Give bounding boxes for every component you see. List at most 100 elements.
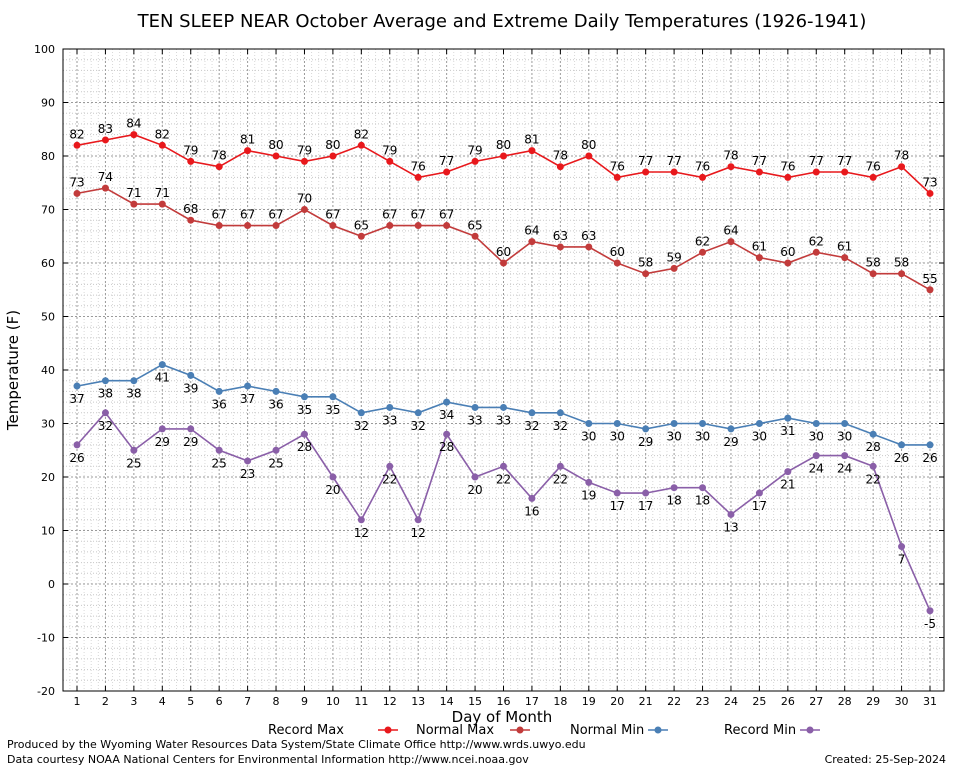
data-point — [898, 441, 906, 449]
data-label: 64 — [723, 224, 738, 238]
x-tick-label: 15 — [468, 695, 482, 708]
y-tick-label: 70 — [41, 204, 55, 217]
data-label: 78 — [553, 149, 568, 163]
data-label: 12 — [354, 526, 369, 540]
data-label: 32 — [411, 419, 426, 433]
data-label: 73 — [69, 175, 84, 189]
data-point — [244, 382, 252, 390]
data-point — [500, 152, 507, 160]
data-point — [73, 441, 81, 449]
data-label: 28 — [297, 440, 312, 454]
data-label: 21 — [780, 478, 795, 492]
data-point — [528, 494, 536, 502]
x-tick-label: 7 — [244, 695, 251, 708]
x-tick-label: 31 — [923, 695, 937, 708]
data-point — [528, 238, 536, 246]
data-label: 26 — [894, 451, 909, 465]
data-label: 30 — [666, 430, 681, 444]
data-label: 76 — [780, 159, 795, 173]
legend-swatch-marker — [654, 726, 662, 734]
data-label: 20 — [467, 483, 482, 497]
data-label: 76 — [865, 159, 880, 173]
data-point — [329, 473, 337, 481]
data-point — [585, 478, 593, 486]
data-label: 60 — [610, 245, 625, 259]
data-point — [784, 173, 792, 181]
data-label: 7 — [898, 553, 906, 567]
legend: Record Max Normal Max Normal Min Record Min — [268, 723, 820, 738]
data-point — [841, 254, 849, 262]
data-point — [130, 131, 138, 139]
data-label: 20 — [325, 483, 340, 497]
legend-swatch-marker — [806, 726, 814, 734]
data-point — [613, 489, 621, 497]
data-label: 81 — [240, 133, 255, 147]
data-label: 61 — [752, 240, 767, 254]
x-axis-label: Day of Month — [452, 708, 553, 726]
data-point — [443, 430, 451, 438]
x-tick-label: 11 — [354, 695, 368, 708]
data-label: 29 — [155, 435, 170, 449]
data-label: 83 — [98, 122, 113, 136]
data-label: 67 — [382, 208, 397, 222]
x-tick-label: 9 — [301, 695, 308, 708]
data-label: 64 — [524, 224, 539, 238]
data-point — [926, 607, 934, 615]
data-label: 80 — [581, 138, 596, 152]
legend-label: Normal Max — [416, 723, 494, 738]
x-tick-label: 26 — [781, 695, 795, 708]
legend-label: Normal Min — [570, 723, 644, 738]
x-tick-label: 13 — [411, 695, 425, 708]
data-label: 16 — [524, 504, 539, 518]
data-label: 67 — [325, 208, 340, 222]
data-point — [500, 259, 507, 267]
data-point — [699, 173, 707, 181]
y-tick-label: 0 — [48, 578, 55, 591]
data-label: 78 — [894, 149, 909, 163]
x-tick-label: 2 — [102, 695, 109, 708]
x-tick-label: 17 — [525, 695, 539, 708]
data-point — [443, 398, 451, 406]
data-point — [158, 425, 166, 433]
data-label: 65 — [467, 218, 482, 232]
data-point — [471, 403, 479, 411]
data-point — [357, 516, 365, 524]
data-label: 30 — [837, 430, 852, 444]
data-label: 32 — [354, 419, 369, 433]
data-point — [841, 452, 849, 460]
x-tick-label: 27 — [809, 695, 823, 708]
data-point — [272, 222, 280, 230]
data-label: 22 — [496, 472, 511, 486]
data-label: 67 — [240, 208, 255, 222]
data-label: 80 — [496, 138, 511, 152]
data-label: 63 — [581, 229, 596, 243]
data-label: 82 — [354, 127, 369, 141]
data-point — [215, 387, 223, 395]
data-point — [300, 157, 308, 165]
data-point — [784, 414, 792, 422]
x-tick-label: 23 — [696, 695, 710, 708]
y-tick-label: 60 — [41, 257, 55, 270]
y-axis: -20 -10 0 10 20 30 40 50 60 70 80 90 100 — [34, 43, 944, 698]
data-label: 74 — [98, 170, 113, 184]
y-tick-label: 10 — [41, 525, 55, 538]
data-label: 68 — [183, 202, 198, 216]
legend-swatch-marker — [516, 726, 524, 734]
data-point — [898, 163, 906, 171]
y-axis-label: Temperature (F) — [4, 310, 22, 431]
data-label: 37 — [240, 392, 255, 406]
data-label: 41 — [155, 371, 170, 385]
data-point — [187, 216, 195, 224]
data-label: 37 — [69, 392, 84, 406]
data-label: 55 — [922, 272, 937, 286]
data-point — [414, 516, 422, 524]
y-tick-label: 80 — [41, 150, 55, 163]
data-label: 79 — [183, 143, 198, 157]
data-label: 25 — [212, 456, 227, 470]
data-point — [300, 206, 308, 213]
data-label: 77 — [638, 154, 653, 168]
x-tick-label: 24 — [724, 695, 738, 708]
data-point — [613, 173, 621, 181]
data-label: 30 — [752, 430, 767, 444]
